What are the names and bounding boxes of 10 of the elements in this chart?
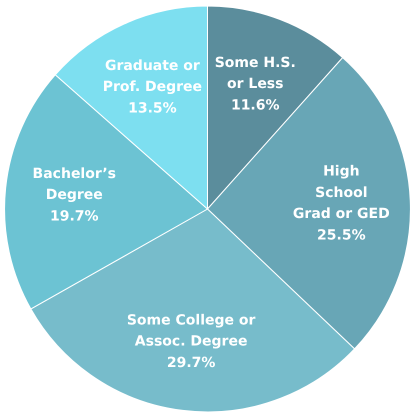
slice-label: Some H.S. or Less: [214, 54, 296, 92]
data-label: 13.5%: [128, 100, 177, 116]
slice-label: High School Grad or GED: [292, 164, 390, 222]
data-label: 25.5%: [317, 227, 366, 244]
data-label: 29.7%: [166, 354, 216, 371]
slice-label: Some College or Assoc. Degree: [126, 312, 256, 350]
data-label: 11.6%: [230, 97, 280, 114]
slice-label: Graduate or Prof. Degree: [102, 58, 202, 96]
slice-label: Bachelor’s Degree: [32, 166, 116, 204]
data-label: 19.7%: [50, 208, 99, 224]
